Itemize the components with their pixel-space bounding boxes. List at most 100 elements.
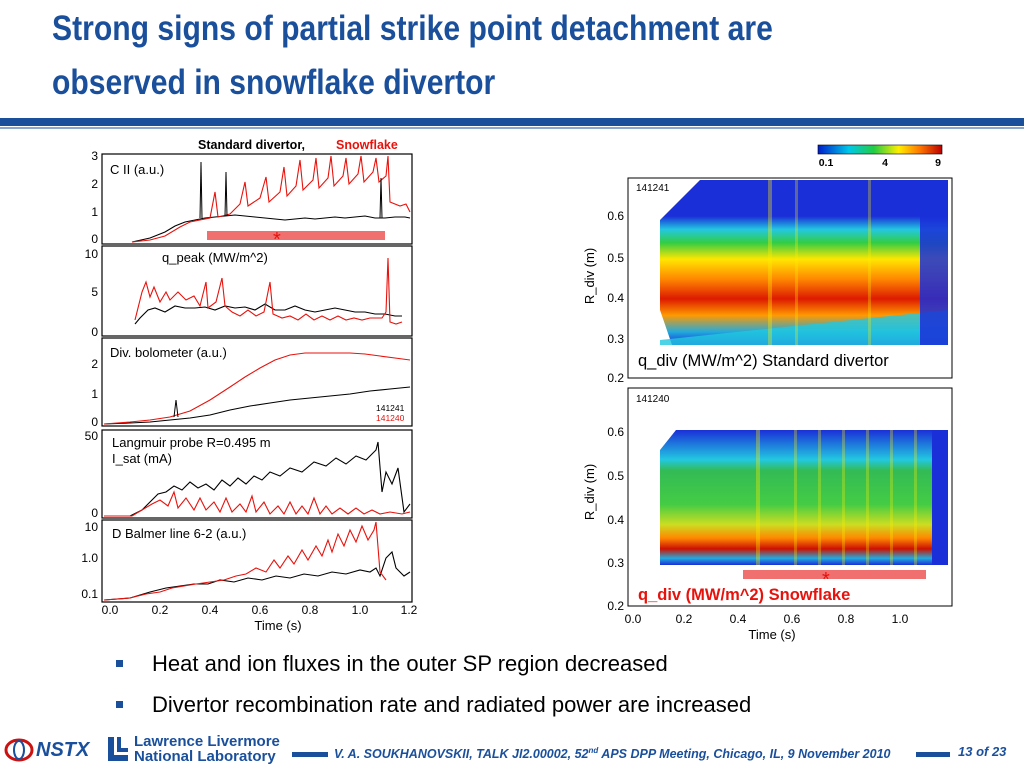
bottom-shot-number: 141240 (636, 394, 670, 405)
snowflake-duration-bar (207, 231, 385, 240)
trace-qpeak-standard (134, 303, 402, 325)
bolometer-spike (173, 399, 177, 418)
panel-frame-balmer (101, 519, 413, 603)
llnl-wordmark: Lawrence Livermore National Laboratory (134, 734, 280, 764)
bottom-caption: q_div (MW/m^2) Snowflake (638, 586, 850, 604)
ytick: 0 (91, 325, 98, 339)
llnl-line-1: Lawrence Livermore (134, 733, 280, 750)
ytick: 0.1 (81, 587, 98, 601)
page-number: 13 of 23 (958, 744, 1007, 759)
citation-prefix: V. A. SOUKHANOVSKII, TALK JI2.00002, 52 (334, 747, 589, 762)
x-ticks-right: 0.0 0.2 0.4 0.6 0.8 1.0 (625, 612, 909, 626)
figure-header-red: Snowflake (336, 138, 398, 152)
panel-frame-c2 (101, 153, 413, 245)
heatmap-bottom-edge (932, 430, 948, 565)
panel-label-langmuir: Langmuir probe R=0.495 m (112, 435, 271, 450)
bolometer-spike (175, 399, 179, 418)
xtick: 0.4 (730, 612, 747, 626)
panel-label-bolometer: Div. bolometer (a.u.) (110, 345, 227, 360)
llnl-logo: Lawrence Livermore National Laboratory (106, 734, 280, 764)
xtick: 0.2 (676, 612, 693, 626)
xtick: 0.6 (784, 612, 801, 626)
ytick: 2 (91, 357, 98, 371)
spike-c2-standard (225, 171, 228, 217)
llnl-mark-icon (108, 737, 128, 761)
footer-bar-right (916, 752, 950, 757)
y-ticks-left: 3 2 1 0 10 5 0 2 1 0 50 0 10 1.0 0.1 (81, 149, 98, 601)
ytick: 0 (91, 232, 98, 246)
xtick: 0.8 (838, 612, 855, 626)
title-rule (0, 118, 1024, 126)
time-traces-figure: Standard divertor, Snowflake C II (a.u.)… (81, 138, 418, 633)
bullet-list: Heat and ion fluxes in the outer SP regi… (112, 646, 992, 728)
ytick: 50 (85, 429, 99, 443)
heatmap-bottom-stripe (794, 430, 797, 565)
ytick: 0.5 (607, 469, 624, 483)
y-axis-label-bottom: R_div (m) (582, 464, 597, 520)
ytick: 0.3 (607, 332, 624, 346)
bullet-square-icon (116, 660, 123, 667)
bullet-text: Divertor recombination rate and radiated… (152, 692, 752, 717)
colorbar-tick: 0.1 (819, 157, 834, 169)
heatmap-bottom-stripe (914, 430, 917, 565)
ytick: 0.3 (607, 556, 624, 570)
ytick: 10 (85, 247, 99, 261)
heatmap-bottom-stripe (842, 430, 845, 565)
ytick: 0.4 (607, 513, 624, 527)
colorbar-tick: 9 (935, 157, 941, 169)
footer-bar-left (292, 752, 328, 757)
snowflake-star-right: * (822, 569, 830, 591)
heatmap-bottom-stripe (890, 430, 893, 565)
trace-qpeak-snowflake (134, 257, 403, 325)
trace-balmer-snowflake (103, 521, 387, 601)
xtick: 0.4 (202, 603, 219, 617)
heatmap-top-lowband (660, 310, 948, 345)
spike-c2-standard (200, 161, 203, 219)
panel-frame-bolometer (101, 337, 413, 427)
ytick: 0 (91, 415, 98, 429)
heatmap-bottom-stripe (866, 430, 869, 565)
figure-header-black: Standard divertor, (198, 138, 305, 152)
ytick: 1 (91, 387, 98, 401)
y-axis-label-top: R_div (m) (582, 248, 597, 304)
y-ticks-right-bottom: 0.6 0.5 0.4 0.3 0.2 (607, 425, 624, 613)
xtick: 0.0 (102, 603, 119, 617)
y-ticks-right-top: 0.6 0.5 0.4 0.3 0.2 (607, 209, 624, 385)
xtick: 1.0 (352, 603, 369, 617)
caption-bg-top (629, 345, 951, 377)
panel-label-c2: C II (a.u.) (110, 162, 164, 177)
ytick: 5 (91, 285, 98, 299)
trace-c2-standard (131, 214, 411, 243)
slide-footer: NSTX Lawrence Livermore National Laborat… (0, 730, 1024, 768)
panel-label-balmer: D Balmer line 6-2 (a.u.) (112, 526, 246, 541)
llnl-line-2: National Laboratory (134, 748, 276, 765)
heatmap-top-edge (920, 180, 948, 345)
trace-balmer-standard (103, 550, 411, 601)
heatmap-bottom-stripe (818, 430, 821, 565)
xtick: 0.6 (252, 603, 269, 617)
heatmap-top-stripe (868, 180, 871, 345)
bullet-item: Heat and ion fluxes in the outer SP regi… (112, 646, 992, 687)
xtick: 1.2 (401, 603, 418, 617)
heatmap-top-stripe (795, 180, 798, 345)
heatmap-top-field (660, 180, 948, 345)
xtick: 1.0 (892, 612, 909, 626)
contour-figure: 0.1 4 9 141241 q_div (MW/m^2) Standard d… (582, 144, 953, 642)
xtick: 0.2 (152, 603, 169, 617)
footer-citation: V. A. SOUKHANOVSKII, TALK JI2.00002, 52n… (334, 746, 891, 761)
heatmap-bottom-field (660, 430, 934, 565)
ytick: 2 (91, 177, 98, 191)
title-line-2: observed in snowflake divertor (52, 63, 496, 102)
ytick: 1 (91, 205, 98, 219)
ytick: 0 (91, 506, 98, 520)
slide-title: Strong signs of partial strike point det… (52, 2, 878, 110)
xtick: 0.0 (625, 612, 642, 626)
legend-shot-snowflake: 141240 (376, 413, 405, 423)
citation-suffix: APS DPP Meeting, Chicago, IL, 9 November… (598, 747, 891, 762)
ytick: 3 (91, 149, 98, 163)
heatmap-bottom-stripe (756, 430, 760, 565)
ytick: 1.0 (81, 551, 98, 565)
panel-label-qpeak: q_peak (MW/m^2) (162, 250, 268, 265)
bullet-text: Heat and ion fluxes in the outer SP regi… (152, 651, 668, 676)
nstx-label: NSTX (36, 738, 90, 761)
